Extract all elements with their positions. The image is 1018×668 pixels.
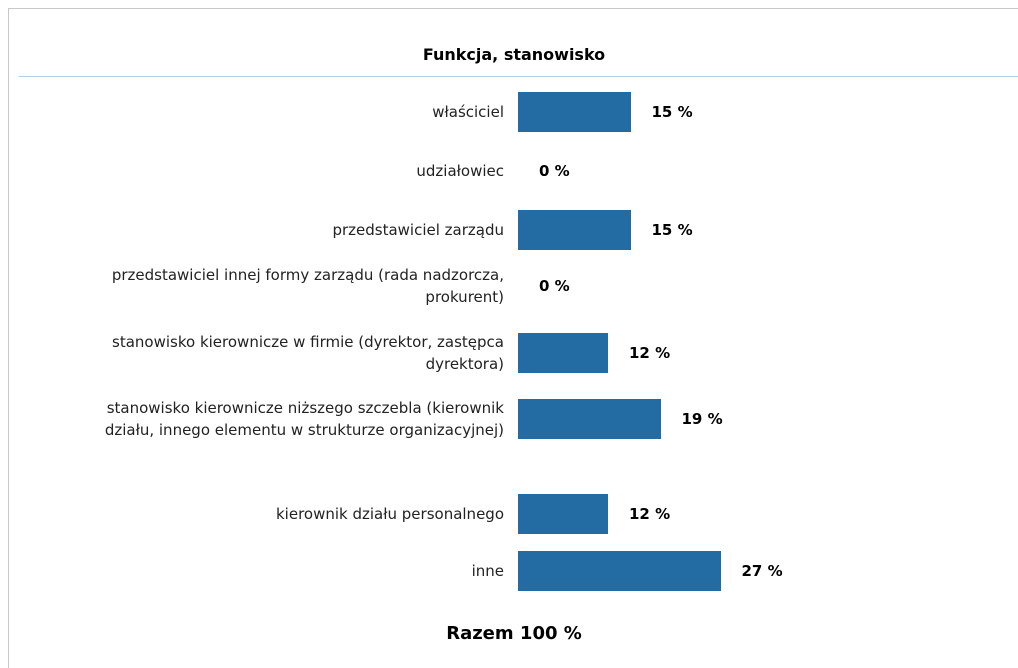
- chart-panel: Funkcja, stanowisko Razem 100 % właścici…: [8, 8, 1018, 668]
- value-label: 0 %: [539, 277, 570, 295]
- value-label: 15 %: [651, 221, 693, 239]
- bar: [518, 551, 721, 591]
- category-label: przedstawiciel zarządu: [332, 221, 504, 239]
- category-label: przedstawiciel innej formy zarządu (rada…: [111, 266, 504, 306]
- bar: [518, 333, 608, 373]
- category-label: udziałowiec: [416, 162, 504, 180]
- value-label: 12 %: [629, 344, 671, 362]
- bar: [518, 92, 631, 132]
- bar: [518, 210, 631, 250]
- value-label: 27 %: [741, 562, 783, 580]
- category-label: kierownik działu personalnego: [276, 505, 504, 523]
- value-label: 15 %: [651, 103, 693, 121]
- category-label: inne: [471, 562, 504, 580]
- value-label: 19 %: [681, 410, 723, 428]
- value-label: 0 %: [539, 162, 570, 180]
- value-label: 12 %: [629, 505, 671, 523]
- total-label: Razem 100 %: [446, 623, 582, 644]
- category-label: właściciel: [432, 103, 504, 121]
- header-rule: [19, 76, 1018, 77]
- chart-title: Funkcja, stanowisko: [422, 45, 606, 64]
- bar: [518, 494, 608, 534]
- bar: [518, 399, 661, 439]
- category-label: stanowisko kierownicze w firmie (dyrekto…: [112, 333, 504, 373]
- category-label: stanowisko kierownicze niższego szczebla…: [104, 399, 504, 439]
